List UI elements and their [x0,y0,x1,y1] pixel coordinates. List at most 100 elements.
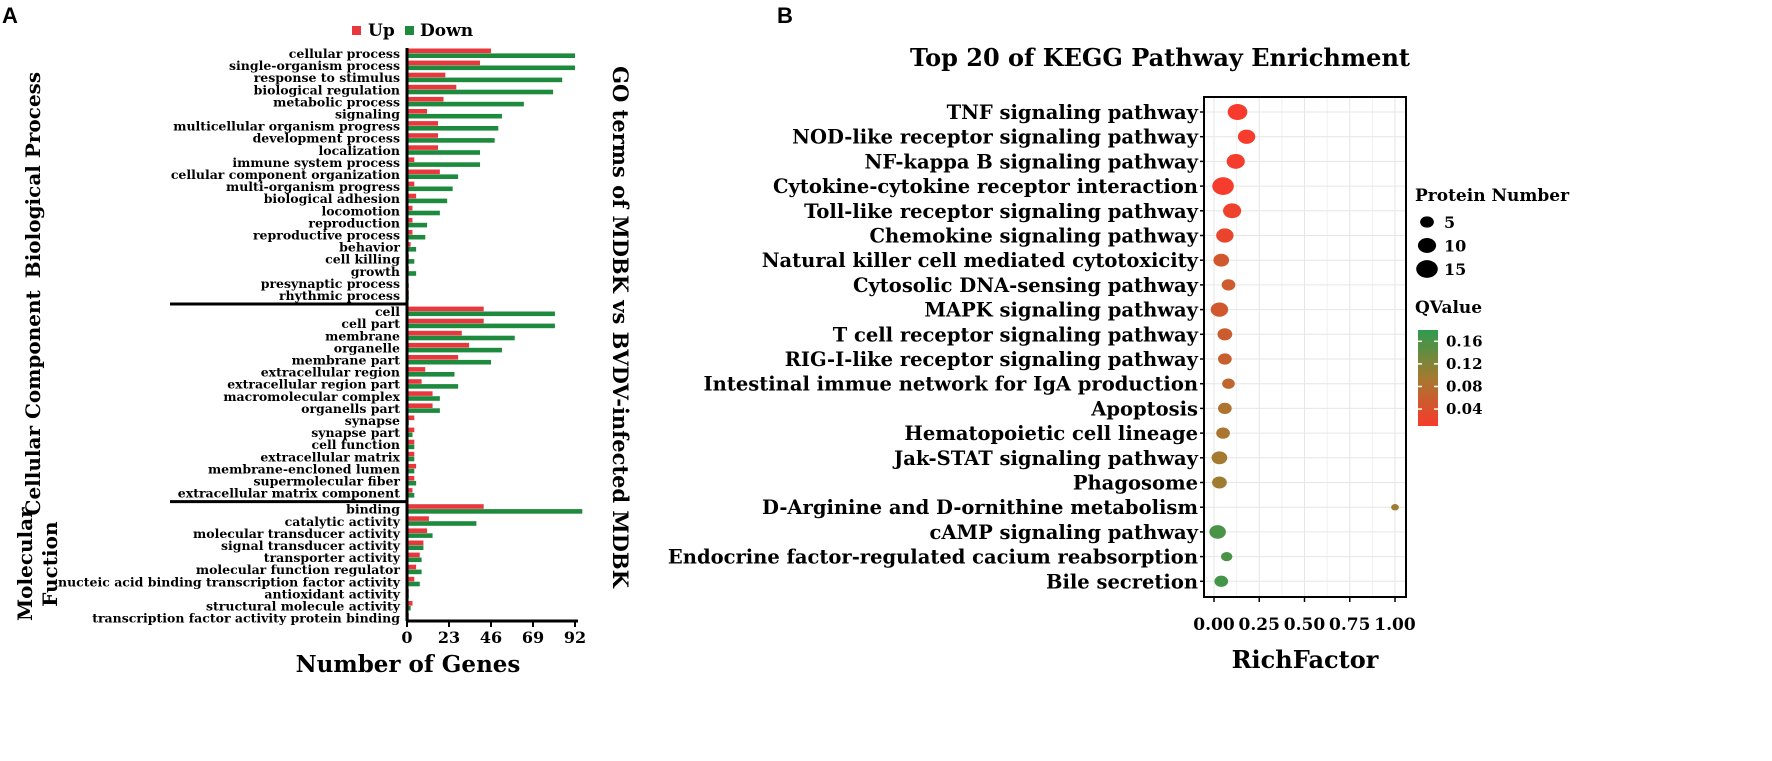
category-label: growth [351,264,400,279]
x-tick-label: 1.00 [1374,615,1416,635]
size-legend-label: 15 [1444,260,1466,279]
bar-up [407,169,440,175]
bar-down [407,521,477,526]
pathway-label: Chemokine signaling pathway [870,225,1199,248]
bar-up [407,72,446,78]
category-label: catalytic activity [285,514,401,529]
bar-up [407,181,415,187]
category-label: transporter activity [264,550,401,565]
bar-down [407,126,499,131]
color-legend: QValue 0.16 0.12 0.08 0.04 [1415,298,1483,426]
bar-up [407,157,415,162]
size-legend-dot [1417,238,1437,253]
category-label: nucteic acid binding transcription facto… [58,574,401,589]
bar-up [407,330,462,336]
kegg-x-axis-title: RichFactor [1232,645,1379,674]
bar-up [407,504,484,509]
category-label: structural molecule activity [206,599,401,614]
pathway-label: Phagosome [1073,472,1198,495]
category-label: transcription factor activity protein bi… [92,611,400,626]
category-label: signal transducer activity [221,538,401,553]
category-label: extracellular region [261,365,400,380]
pathway-point [1391,504,1399,511]
panel-label-a: A [2,3,18,28]
category-label: macromolecular complex [223,389,400,404]
bar-up [407,427,415,433]
bar-up [407,391,433,396]
bar-down [407,311,555,317]
category-label: synapse [345,413,400,428]
category-label: membrane [325,328,400,343]
size-legend-dot [1416,260,1438,278]
bar-up [407,576,415,582]
category-label: membrane part [292,353,401,368]
pathway-label: Cytosolic DNA-sensing pathway [853,274,1199,297]
bar-down [407,323,555,329]
bar-down [407,53,575,58]
bar-down [407,480,417,486]
bar-up [407,439,415,445]
bar-up [407,379,422,384]
bar-up [407,552,420,558]
category-label: supermolecular fiber [253,474,400,489]
panel-label-b: B [777,3,793,28]
x-tick-label: 0.00 [1193,615,1235,635]
bar-up [407,451,415,457]
pathway-label: cAMP signaling pathway [930,521,1199,544]
bar-down [407,444,415,450]
group-label: Biological Process [21,72,45,278]
pathway-label: Bile secretion [1046,570,1198,593]
go-bar-chart: Up Down cellular processsingle-organism … [13,21,633,678]
bar-up [407,133,439,138]
bar-down [407,456,415,462]
legend-down-swatch [405,26,414,35]
bar-up [407,217,413,223]
pathway-point [1223,203,1242,219]
pathway-point [1214,575,1229,587]
go-legend: Up Down [352,21,473,41]
bar-down [407,271,417,276]
bar-down [407,335,515,341]
pathway-point [1217,353,1232,365]
bar-down [407,174,459,179]
pathway-point [1222,378,1235,389]
bar-up [407,516,429,521]
bar-down [407,493,415,498]
bar-up [407,121,439,126]
x-tick-label: 69 [522,628,544,647]
bar-down [407,210,440,216]
pathway-point [1211,451,1228,465]
category-label: localization [319,143,400,158]
bar-up [407,193,417,199]
size-legend-label: 5 [1444,213,1455,232]
bar-down [407,396,440,401]
category-label: synapse part [311,425,400,440]
bar-down [407,384,459,389]
pathway-point [1237,129,1256,144]
category-label: behavior [339,240,400,255]
size-legend-title: Protein Number [1415,186,1570,206]
pathway-point [1212,177,1234,195]
category-label: cellular component organization [171,167,400,182]
bar-down [407,198,448,204]
category-label: reproduction [308,215,400,230]
kegg-dot-chart: Top 20 of KEGG Pathway Enrichment TNF si… [668,43,1570,674]
bar-down [407,162,481,167]
bar-up [407,109,428,114]
size-legend-label: 10 [1444,237,1466,256]
bar-up [407,463,417,469]
category-label: immune system process [232,155,400,170]
size-legend-dot [1420,216,1434,228]
category-label: single-organism process [229,58,400,73]
pathway-point [1216,228,1234,243]
go-x-axis-title: Number of Genes [296,651,521,678]
bar-up [407,60,481,66]
qvalue-colorbar [1418,330,1438,426]
kegg-x-ticks: 0.00 0.25 0.50 0.75 1.00 [1193,597,1416,635]
go-x-ticks: 0 23 46 69 92 [401,621,586,647]
pathway-point [1209,525,1226,539]
colorbar-label: 0.12 [1446,355,1483,373]
